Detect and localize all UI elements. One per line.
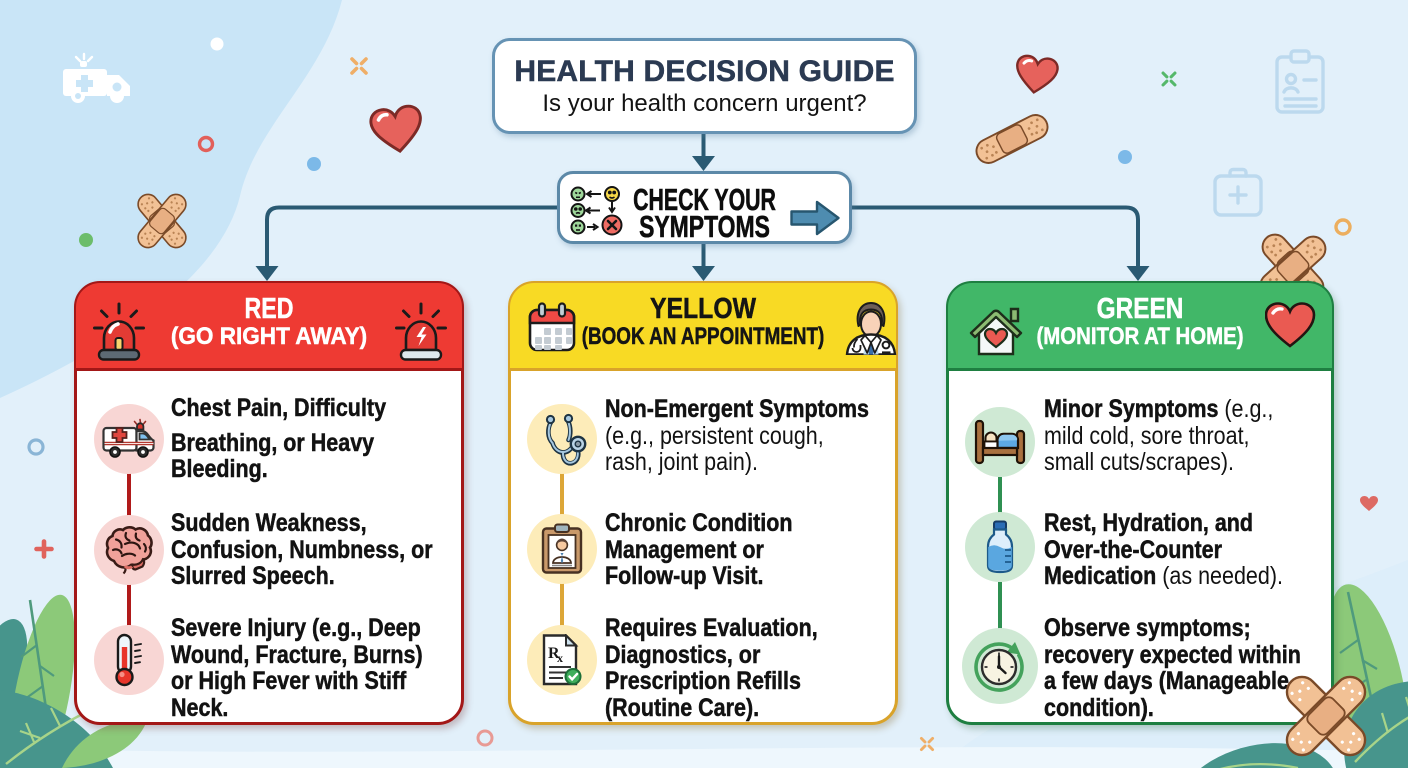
svg-text:R: R bbox=[548, 645, 560, 662]
svg-text:x: x bbox=[557, 651, 563, 665]
